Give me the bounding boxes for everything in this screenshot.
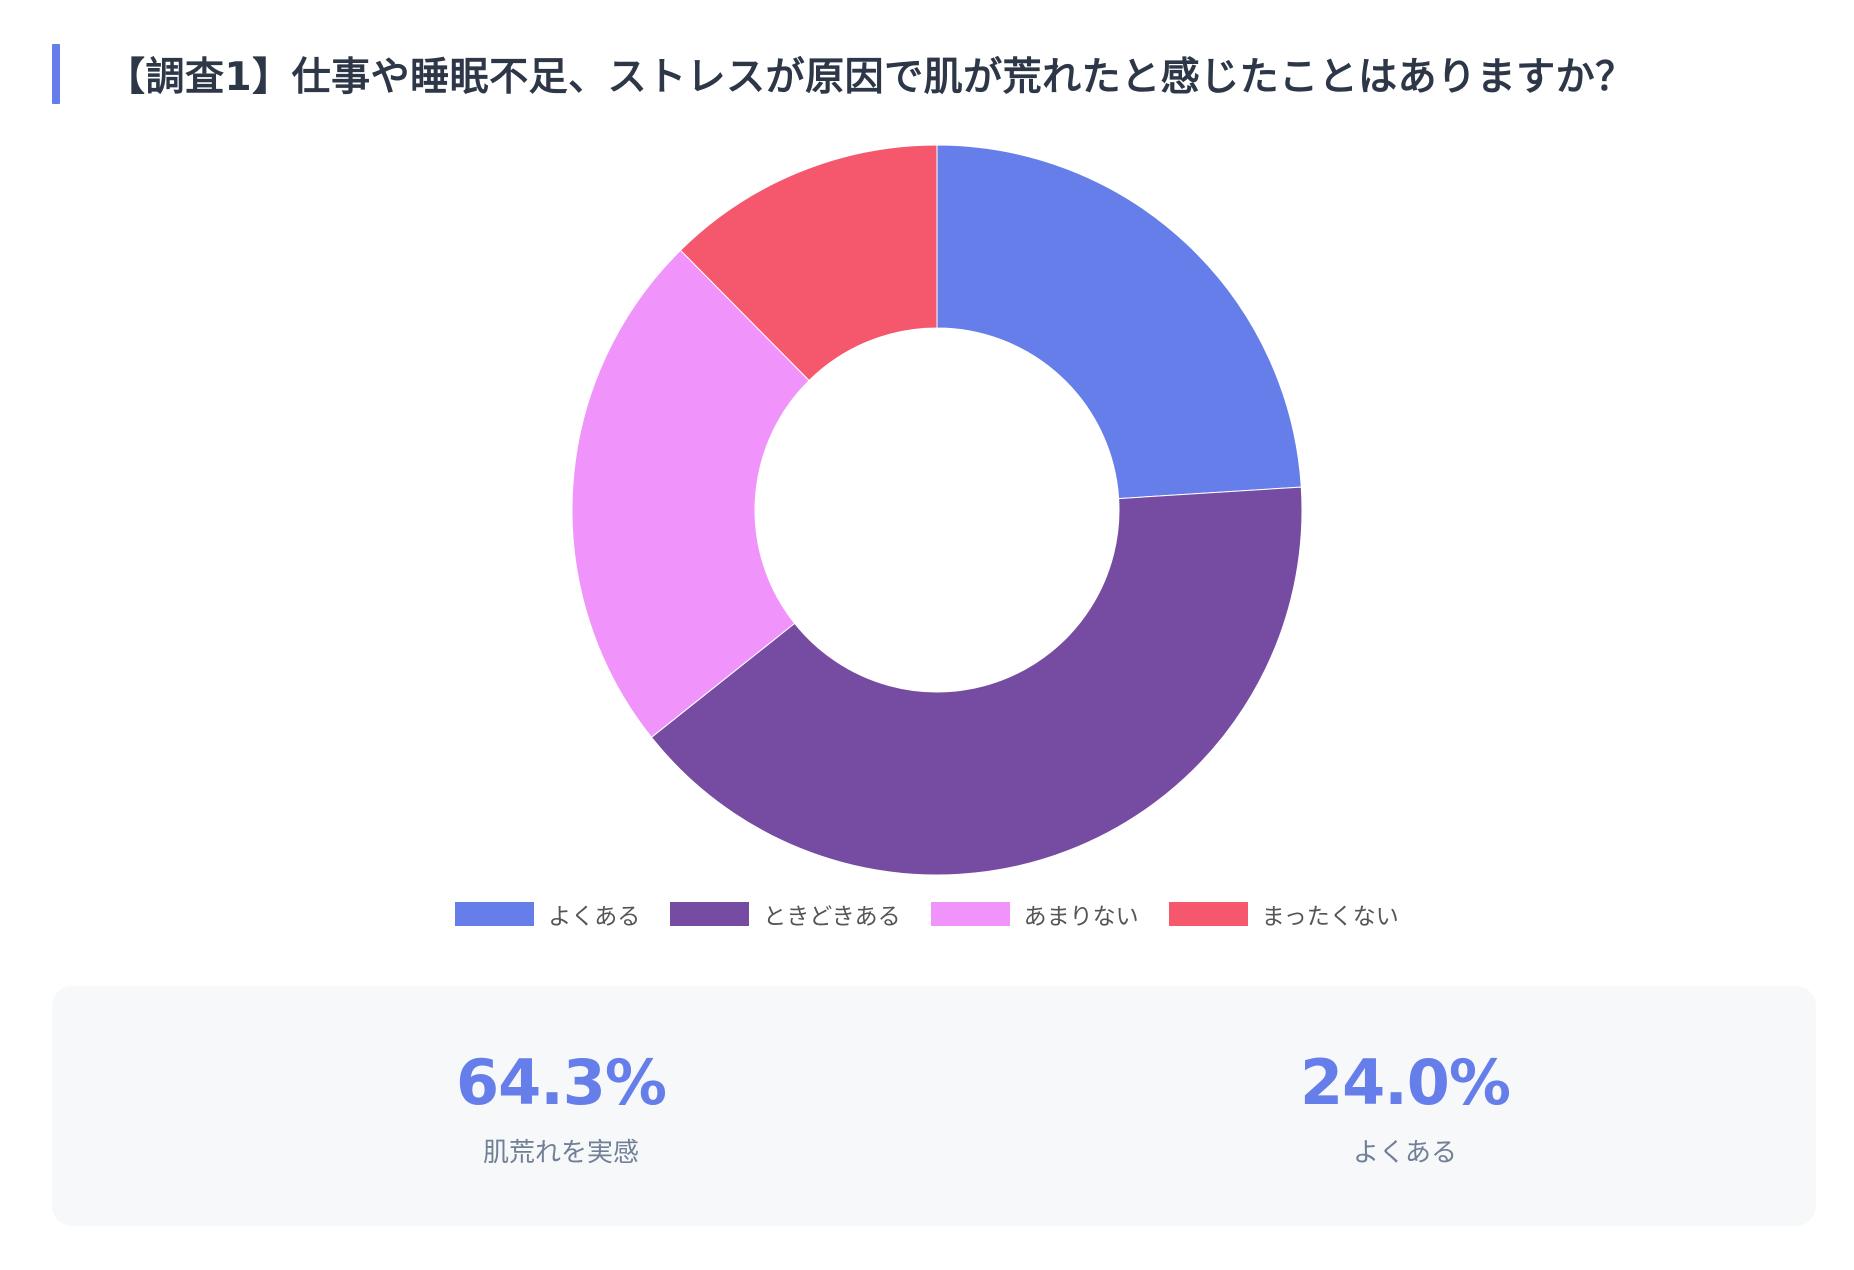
stat-often: 24.0% よくある: [1155, 1052, 1655, 1169]
legend-item: まったくない: [1168, 897, 1399, 931]
stat-value: 64.3%: [455, 1046, 667, 1119]
stat-value: 24.0%: [1299, 1046, 1511, 1119]
stats-panel: 64.3% 肌荒れを実感 24.0% よくある: [52, 986, 1816, 1226]
legend-swatch: [1168, 902, 1248, 926]
chart-legend: よくある ときどきある あまりない まったくない: [0, 897, 1854, 931]
stat-experienced: 64.3% 肌荒れを実感: [311, 1052, 811, 1169]
donut-slice-1: [936, 144, 1302, 500]
legend-swatch: [670, 902, 750, 926]
legend-swatch: [930, 902, 1010, 926]
legend-swatch: [455, 902, 535, 926]
legend-label: ときどきある: [763, 904, 901, 930]
legend-item: ときどきある: [670, 897, 901, 931]
stat-label: 肌荒れを実感: [482, 1138, 639, 1168]
legend-label: あまりない: [1023, 904, 1139, 930]
donut-slice-3: [571, 249, 810, 739]
legend-label: よくある: [548, 904, 641, 930]
stat-label: よくある: [1352, 1138, 1457, 1168]
donut-chart: [571, 144, 1303, 876]
legend-item: あまりない: [930, 897, 1139, 931]
title-accent-bar: [52, 44, 60, 104]
page-title: 【調査1】仕事や睡眠不足、ストレスが原因で肌が荒れたと感じたことはありますか？: [106, 55, 1635, 100]
page-title-block: 【調査1】仕事や睡眠不足、ストレスが原因で肌が荒れたと感じたことはありますか？: [52, 44, 1635, 104]
legend-label: まったくない: [1261, 904, 1399, 930]
donut-slice-4: [679, 144, 938, 382]
donut-slice-2: [650, 486, 1303, 876]
legend-item: よくある: [455, 897, 640, 931]
